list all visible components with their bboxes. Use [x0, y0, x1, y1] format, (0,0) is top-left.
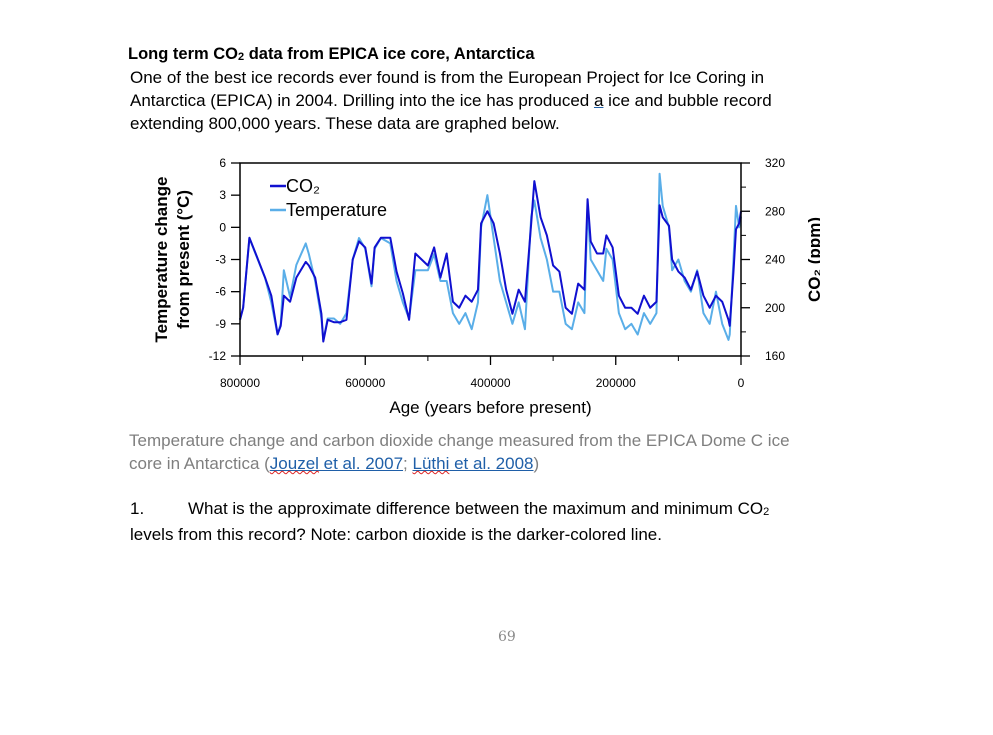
y-left-axis-label-2: from present (°C) — [174, 190, 193, 329]
question-line-2: levels from this record? Note: carbon di… — [130, 525, 662, 544]
caption-close: ) — [533, 454, 540, 473]
x-tick-label: 600000 — [345, 376, 385, 390]
y-left-tick-label: -9 — [215, 317, 226, 331]
title-subscript: 2 — [238, 51, 245, 63]
y-right-tick-label: 320 — [765, 156, 785, 170]
y-right-tick-label: 200 — [765, 301, 785, 315]
y-left-tick-label: 3 — [219, 188, 226, 202]
intro-line-2: Antarctica (EPICA) in 2004. Drilling int… — [130, 89, 772, 112]
question-text: What is the approximate difference betwe… — [188, 499, 764, 518]
y-left-tick-label: 0 — [219, 220, 226, 234]
question-subscript: 2 — [763, 506, 770, 518]
x-tick-label: 400000 — [470, 376, 510, 390]
question-number: 1. — [130, 499, 145, 518]
question-line-1: 1. What is the approximate difference bet… — [130, 497, 769, 523]
intro-text: Antarctica (EPICA) in 2004. Drilling int… — [130, 91, 594, 110]
jouzel-link[interactable]: Jouzel et al. 2007 — [270, 454, 403, 473]
grammar-flag-word[interactable]: a — [593, 91, 604, 110]
page-number: 69 — [498, 629, 516, 645]
x-tick-label: 200000 — [596, 376, 636, 390]
x-axis-label: Age (years before present) — [389, 398, 591, 417]
caption-separator: ; — [403, 454, 413, 473]
temperature-series-line — [239, 172, 742, 341]
link-rest: et al. 2008 — [449, 454, 534, 473]
figure-caption: Temperature change and carbon dioxide ch… — [129, 429, 790, 475]
co2-series-line — [239, 180, 742, 343]
y-left-tick-label: -3 — [215, 253, 226, 267]
x-tick-label: 0 — [738, 376, 745, 390]
intro-line-1: One of the best ice records ever found i… — [130, 68, 765, 87]
legend-co2-label: CO₂ — [286, 176, 320, 196]
question-1: 1. What is the approximate difference bet… — [130, 497, 769, 546]
link-rest: et al. 2007 — [318, 454, 404, 473]
intro-paragraph: One of the best ice records ever found i… — [130, 66, 772, 135]
caption-line-1: Temperature change and carbon dioxide ch… — [129, 431, 790, 450]
title-text-rest: data from EPICA ice core, Antarctica — [244, 45, 535, 63]
y-left-tick-label: -6 — [215, 285, 226, 299]
intro-text-rest: ice and bubble record — [603, 91, 772, 110]
y-right-tick-label: 280 — [765, 204, 785, 218]
y-left-tick-label: 6 — [219, 156, 226, 170]
section-title: Long term CO2 data from EPICA ice core, … — [128, 43, 535, 68]
caption-line-2: core in Antarctica (Jouzel et al. 2007; … — [129, 452, 790, 475]
intro-line-3: extending 800,000 years. These data are … — [130, 114, 560, 133]
title-text: Long term CO — [128, 45, 238, 63]
epica-chart: 6 3 0 -3 -6 -9 -12 320 280 240 200 160 800000 600000 4… — [152, 156, 820, 417]
link-author: Lüthi — [412, 454, 450, 473]
caption-text: core in Antarctica ( — [129, 454, 270, 473]
y-right-tick-label: 160 — [765, 349, 785, 363]
y-left-axis-label: Temperature change — [152, 177, 171, 343]
x-tick-label: 800000 — [220, 376, 260, 390]
y-right-axis-label: CO₂ (ppm) — [805, 217, 820, 302]
legend-temperature-label: Temperature — [286, 200, 387, 220]
y-right-tick-label: 240 — [765, 253, 785, 267]
luthi-link[interactable]: Lüthi et al. 2008 — [413, 454, 534, 473]
link-author: Jouzel — [269, 454, 319, 473]
y-left-tick-label: -12 — [209, 349, 227, 363]
